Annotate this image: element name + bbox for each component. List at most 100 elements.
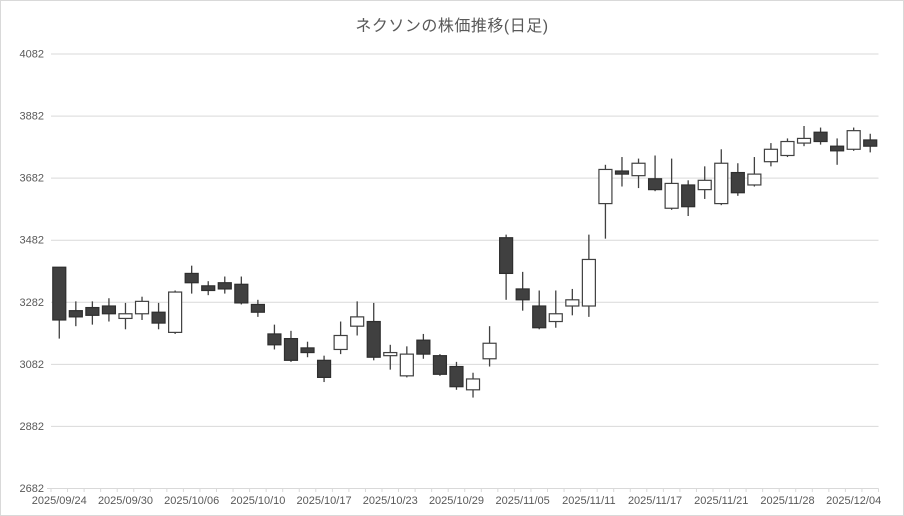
- candle-37[interactable]: [647, 155, 663, 192]
- candle-16[interactable]: [300, 341, 315, 358]
- candle-7[interactable]: [151, 302, 166, 330]
- candle-18[interactable]: [333, 321, 348, 355]
- candle-17[interactable]: [316, 355, 332, 383]
- candle-19[interactable]: [350, 301, 365, 336]
- x-axis-label: 2025/10/29: [429, 495, 484, 507]
- candle-10[interactable]: [201, 281, 216, 296]
- candle-body-up: [134, 300, 150, 315]
- candle-body-down: [85, 306, 100, 316]
- candle-body-down: [515, 288, 530, 301]
- candle-2[interactable]: [68, 301, 83, 327]
- candle-35[interactable]: [614, 157, 630, 187]
- candle-41[interactable]: [714, 149, 729, 206]
- candle-40[interactable]: [697, 166, 712, 199]
- candle-body-down: [863, 139, 878, 147]
- candle-body-down: [217, 282, 232, 290]
- candle-body-down: [316, 359, 332, 378]
- candle-body-down: [730, 171, 745, 194]
- candle-20[interactable]: [366, 302, 381, 361]
- candle-body-down: [101, 305, 117, 315]
- y-axis-label: 3282: [20, 297, 44, 309]
- candle-body-down: [68, 310, 83, 318]
- x-axis-label: 2025/12/04: [826, 495, 881, 507]
- candle-26[interactable]: [465, 372, 481, 398]
- candle-49[interactable]: [846, 127, 861, 151]
- candle-39[interactable]: [681, 180, 696, 217]
- candle-13[interactable]: [250, 299, 265, 317]
- candle-body-down: [499, 237, 514, 275]
- x-axis-label: 2025/09/24: [32, 495, 87, 507]
- candle-21[interactable]: [383, 344, 398, 370]
- candle-36[interactable]: [631, 158, 646, 189]
- y-axis-label: 3082: [20, 359, 44, 371]
- y-axis-label: 3682: [20, 173, 44, 185]
- candle-body-down: [201, 285, 216, 292]
- candle-body-down: [151, 311, 166, 324]
- candle-body-down: [234, 283, 249, 304]
- candle-body-up: [714, 162, 729, 205]
- candle-46[interactable]: [796, 126, 812, 147]
- candle-body-up: [333, 334, 348, 351]
- candle-body-down: [813, 131, 828, 143]
- candle-4[interactable]: [101, 298, 117, 322]
- candle-29[interactable]: [515, 271, 530, 311]
- candle-30[interactable]: [532, 290, 547, 330]
- y-axis-label: 3482: [20, 235, 44, 247]
- candle-body-up: [697, 179, 712, 191]
- candle-body-up: [664, 182, 679, 209]
- candle-body-up: [565, 299, 580, 307]
- candle-body-down: [830, 145, 845, 152]
- candle-body-up: [465, 378, 481, 391]
- candle-48[interactable]: [830, 138, 845, 165]
- x-axis-label: 2025/11/05: [496, 495, 550, 507]
- candle-body-up: [350, 316, 365, 327]
- candle-8[interactable]: [168, 290, 183, 334]
- chart-title: ネクソンの株価推移(日足): [355, 18, 549, 35]
- candle-body-down: [52, 266, 67, 321]
- candle-45[interactable]: [780, 138, 795, 158]
- candle-24[interactable]: [432, 354, 448, 376]
- candle-9[interactable]: [184, 265, 199, 294]
- candle-14[interactable]: [267, 324, 282, 350]
- candle-31[interactable]: [548, 290, 563, 328]
- candle-body-up: [780, 140, 795, 157]
- candle-38[interactable]: [664, 158, 679, 210]
- x-axis-label: 2025/11/21: [694, 495, 748, 507]
- candle-43[interactable]: [747, 157, 762, 187]
- candle-44[interactable]: [763, 143, 779, 167]
- candle-50[interactable]: [863, 133, 878, 153]
- candle-6[interactable]: [134, 296, 150, 320]
- candle-22[interactable]: [399, 346, 414, 378]
- candle-23[interactable]: [416, 333, 431, 359]
- y-axis-label: 3882: [20, 111, 44, 123]
- candle-12[interactable]: [234, 276, 249, 305]
- candle-body-up: [747, 173, 762, 186]
- candle-11[interactable]: [217, 276, 232, 294]
- candle-47[interactable]: [813, 127, 828, 145]
- x-axis-label: 2025/10/23: [363, 495, 418, 507]
- candle-34[interactable]: [598, 164, 613, 239]
- candle-body-up: [846, 130, 861, 150]
- candle-3[interactable]: [85, 301, 100, 325]
- candle-body-down: [250, 303, 265, 313]
- candle-body-up: [168, 291, 183, 333]
- candle-15[interactable]: [283, 330, 299, 362]
- candle-body-down: [614, 170, 630, 175]
- candle-25[interactable]: [449, 361, 464, 390]
- candle-body-down: [532, 305, 547, 329]
- x-axis-label: 2025/11/28: [760, 495, 814, 507]
- candle-27[interactable]: [482, 326, 497, 367]
- candle-32[interactable]: [565, 288, 580, 316]
- candle-42[interactable]: [730, 163, 745, 196]
- candle-1[interactable]: [52, 266, 67, 339]
- candle-33[interactable]: [581, 234, 596, 317]
- candle-5[interactable]: [118, 302, 133, 330]
- candle-body-up: [796, 137, 812, 144]
- candle-body-down: [184, 272, 199, 284]
- candle-body-up: [631, 162, 646, 177]
- candle-body-down: [681, 184, 696, 208]
- x-axis-label: 2025/10/10: [230, 495, 285, 507]
- candle-28[interactable]: [499, 234, 514, 300]
